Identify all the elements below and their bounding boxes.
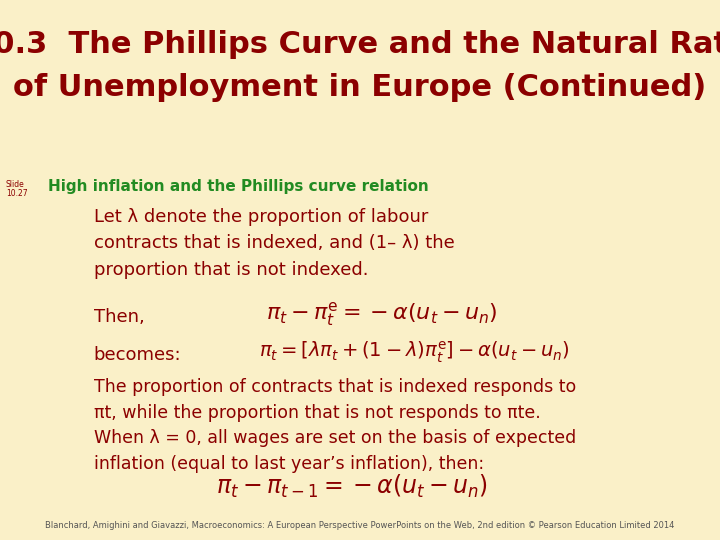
Text: Slide: Slide <box>6 180 24 189</box>
Text: of Unemployment in Europe (Continued): of Unemployment in Europe (Continued) <box>14 73 706 102</box>
Text: The proportion of contracts that is indexed responds to
πt, while the proportion: The proportion of contracts that is inde… <box>94 378 576 473</box>
Text: 10.3  The Phillips Curve and the Natural Rate: 10.3 The Phillips Curve and the Natural … <box>0 30 720 59</box>
Text: 10.27: 10.27 <box>6 189 27 198</box>
Text: $\pi_t = [\lambda\pi_t + (1-\lambda)\pi^{\rm e}_t] - \alpha(u_t - u_n)$: $\pi_t = [\lambda\pi_t + (1-\lambda)\pi^… <box>259 339 570 364</box>
Text: Blanchard, Amighini and Giavazzi, Macroeconomics: A European Perspective PowerPo: Blanchard, Amighini and Giavazzi, Macroe… <box>45 521 675 530</box>
Text: becomes:: becomes: <box>94 346 181 363</box>
Text: Then,: Then, <box>94 308 144 326</box>
Text: $\pi_t - \pi_{t-1} = -\alpha(u_t - u_n)$: $\pi_t - \pi_{t-1} = -\alpha(u_t - u_n)$ <box>216 472 488 500</box>
Text: High inflation and the Phillips curve relation: High inflation and the Phillips curve re… <box>48 179 429 194</box>
Text: $\pi_t - \pi_t^{\rm e} = -\alpha(u_t - u_n)$: $\pi_t - \pi_t^{\rm e} = -\alpha(u_t - u… <box>266 300 498 328</box>
Text: Let λ denote the proportion of labour
contracts that is indexed, and (1– λ) the
: Let λ denote the proportion of labour co… <box>94 208 454 279</box>
